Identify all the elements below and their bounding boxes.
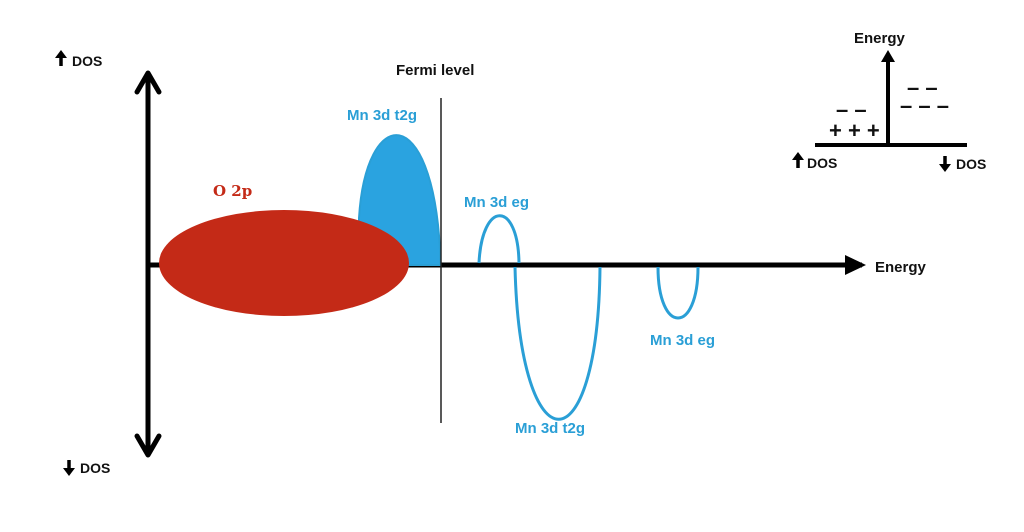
mn-t2g-up-label: Mn 3d t2g — [347, 107, 417, 124]
dos-down-label: DOS — [80, 460, 110, 476]
dos-axis-down-arrowhead — [134, 433, 162, 458]
mn-eg-up-lobe — [477, 214, 521, 264]
inset-right-lower-levels: – – – — [900, 93, 949, 118]
inset-diagram: Energy – – + + + – – – – – DOS DOS — [792, 30, 986, 172]
up-arrow-icon — [55, 50, 67, 66]
inset-dos-down-label: DOS — [956, 156, 986, 172]
mn-eg-up-label: Mn 3d eg — [464, 194, 529, 211]
down-arrow-icon — [939, 156, 951, 172]
inset-energy-label: Energy — [854, 30, 906, 47]
up-arrow-icon — [792, 152, 804, 168]
fermi-level-label: Fermi level — [396, 62, 474, 79]
mn-eg-down-label: Mn 3d eg — [650, 332, 715, 349]
o2p-label: O 2p — [213, 182, 252, 200]
mn-t2g-down-label: Mn 3d t2g — [515, 420, 585, 437]
inset-left-lower-levels: + + + — [829, 118, 880, 143]
energy-axis-label: Energy — [875, 259, 927, 276]
mn-eg-down-lobe — [656, 266, 700, 320]
dos-axis-up-arrowhead — [134, 70, 162, 95]
inset-dos-up-label: DOS — [807, 155, 837, 171]
energy-axis-arrowhead — [845, 255, 866, 275]
inset-energy-arrowhead — [881, 50, 895, 62]
o2p-band — [159, 210, 409, 316]
mn-t2g-down-lobe — [513, 266, 602, 421]
inset-left-upper-levels: – – — [836, 97, 867, 122]
inset-right-upper-levels: – – — [907, 75, 938, 100]
down-arrow-icon — [63, 460, 75, 476]
dos-up-label: DOS — [72, 53, 102, 69]
